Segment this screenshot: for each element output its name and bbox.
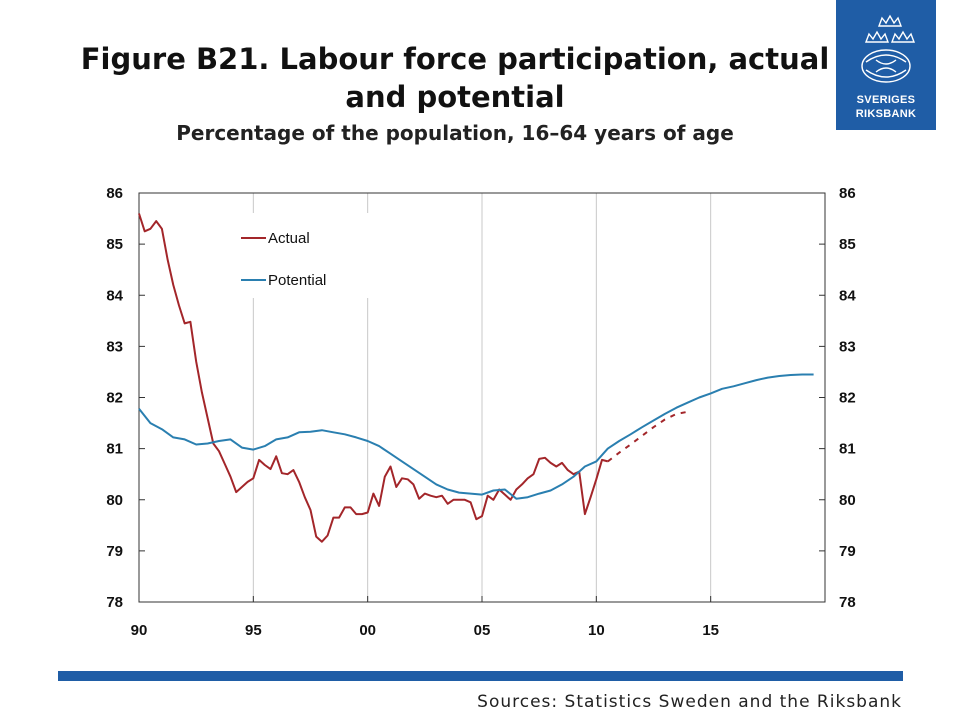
x-tick-label: 10 [588,622,605,639]
x-tick-label: 05 [474,622,491,639]
x-tick-label: 95 [245,622,262,639]
y-tick-label-left: 84 [106,287,123,304]
footer-bar [58,671,903,681]
sources-text: Sources: Statistics Sweden and the Riksb… [477,692,902,712]
y-tick-label-left: 78 [106,594,123,611]
y-tick-label-left: 83 [106,338,123,355]
y-tick-label-left: 86 [106,185,123,202]
y-tick-label-right: 85 [839,236,856,253]
y-tick-label-right: 80 [839,492,856,509]
logo-text-line2: RIKSBANK [855,108,917,120]
legend-label-actual: Actual [268,230,310,247]
series-line-actual-forecast [607,410,688,463]
y-tick-label-left: 85 [106,236,123,253]
x-tick-label: 00 [359,622,376,639]
series-line-potential [138,373,814,500]
x-tick-label: 15 [702,622,719,639]
crown-emblem-icon [861,14,916,83]
y-tick-label-left: 79 [106,543,123,560]
riksbank-logo: SVERIGES RIKSBANK [836,0,936,130]
y-tick-label-right: 82 [839,390,856,407]
series-line-actual [138,213,609,543]
y-tick-label-right: 84 [839,287,856,304]
y-tick-label-left: 80 [106,492,123,509]
chart-title: Figure B21. Labour force participation, … [80,42,830,114]
legend-box [207,213,369,298]
y-tick-label-right: 83 [839,338,856,355]
logo-text-line1: SVERIGES [856,94,916,106]
line-chart: 78 78 79 79 80 80 81 81 82 82 83 83 84 84 85 85 86 86 90 95… [106,185,856,639]
y-tick-label-left: 81 [106,441,123,458]
y-tick-label-right: 81 [839,441,856,458]
y-tick-label-right: 78 [839,594,856,611]
y-tick-label-right: 86 [839,185,856,202]
y-tick-label-right: 79 [839,543,856,560]
chart-subtitle: Percentage of the population, 16–64 year… [176,121,734,145]
legend-label-potential: Potential [268,272,326,289]
y-tick-label-left: 82 [106,390,123,407]
x-tick-label: 90 [131,622,148,639]
